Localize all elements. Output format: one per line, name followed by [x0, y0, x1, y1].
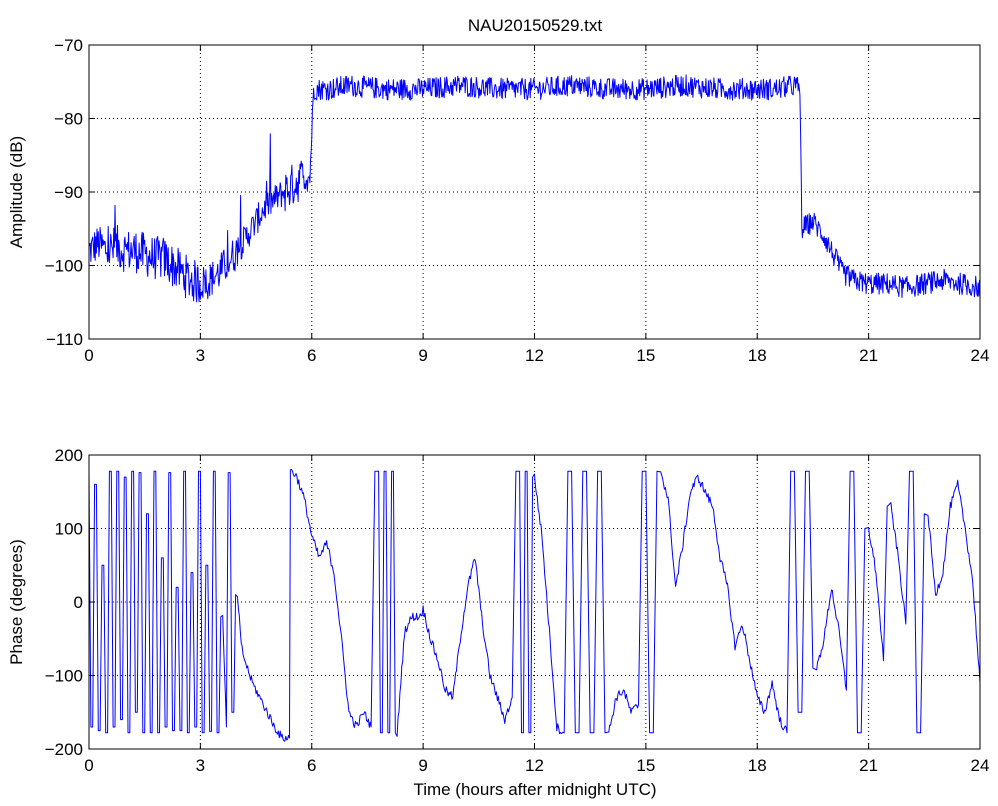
phase-x-axis-label: Time (hours after midnight UTC) — [413, 780, 656, 799]
phase-y-axis-label: Phase (degrees) — [7, 539, 26, 665]
x-tick-label: 6 — [307, 756, 316, 775]
x-tick-label: 6 — [307, 346, 316, 365]
phase-series — [88, 469, 981, 742]
figure-title: NAU20150529.txt — [468, 16, 602, 35]
x-tick-label: 24 — [971, 756, 990, 775]
series-line-0 — [88, 469, 981, 742]
x-tick-label: 21 — [859, 756, 878, 775]
y-tick-label: −100 — [45, 257, 83, 276]
amplitude-y-tick-labels: −110 −100 −90 −80 −70 — [45, 36, 83, 349]
phase-ticks — [88, 454, 981, 750]
x-tick-label: 0 — [84, 346, 93, 365]
x-tick-label: 15 — [636, 756, 655, 775]
amplitude-axes: 0 3 6 9 12 15 18 21 24 −110 −100 −90 −80 −70 Amplitu… — [7, 36, 989, 365]
y-tick-label: −200 — [45, 740, 83, 759]
x-tick-label: 3 — [196, 346, 205, 365]
series-line-0 — [88, 74, 981, 303]
y-tick-label: −90 — [54, 183, 83, 202]
x-tick-label: 15 — [636, 346, 655, 365]
y-tick-label: −110 — [46, 330, 83, 349]
amplitude-series — [88, 74, 981, 303]
y-tick-label: −100 — [45, 667, 83, 686]
x-tick-label: 24 — [971, 346, 990, 365]
y-tick-label: 200 — [55, 446, 83, 465]
amplitude-y-axis-label: Amplitude (dB) — [7, 136, 26, 248]
phase-x-tick-labels: 0 3 6 9 12 15 18 21 24 — [84, 756, 989, 775]
x-tick-label: 9 — [418, 346, 427, 365]
x-tick-label: 0 — [84, 756, 93, 775]
x-tick-label: 3 — [196, 756, 205, 775]
amplitude-x-tick-labels: 0 3 6 9 12 15 18 21 24 — [84, 346, 989, 365]
x-tick-label: 18 — [748, 346, 767, 365]
amplitude-ticks — [88, 44, 981, 340]
x-tick-label: 21 — [859, 346, 878, 365]
x-tick-label: 12 — [525, 346, 544, 365]
y-tick-label: −80 — [54, 110, 83, 129]
y-tick-label: −70 — [54, 36, 83, 55]
x-tick-label: 12 — [525, 756, 544, 775]
phase-axes: 0 3 6 9 12 15 18 21 24 −200 −100 0 100 200 Phase (de… — [7, 446, 989, 799]
x-tick-label: 9 — [418, 756, 427, 775]
phase-y-tick-labels: −200 −100 0 100 200 — [45, 446, 83, 759]
x-tick-label: 18 — [748, 756, 767, 775]
y-tick-label: 100 — [55, 520, 83, 539]
y-tick-label: 0 — [74, 593, 83, 612]
